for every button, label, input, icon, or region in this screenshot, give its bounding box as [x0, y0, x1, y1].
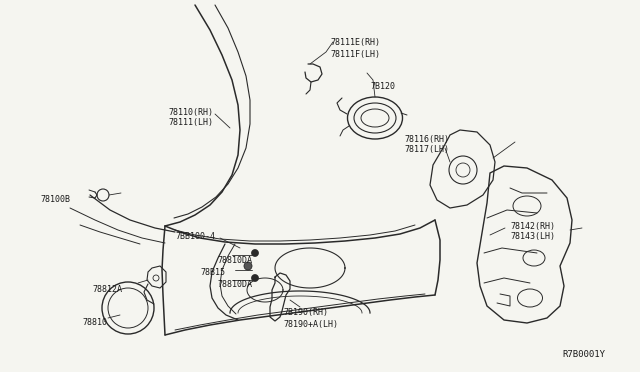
Text: 78117(LH): 78117(LH) — [404, 145, 449, 154]
Text: 78100B: 78100B — [40, 195, 70, 204]
Text: 78143(LH): 78143(LH) — [510, 232, 555, 241]
Text: 78111E(RH): 78111E(RH) — [330, 38, 380, 47]
Text: 78110(RH): 78110(RH) — [168, 108, 213, 117]
Text: 78B15: 78B15 — [200, 268, 225, 277]
Text: 7B120: 7B120 — [370, 82, 395, 91]
Text: 78111(LH): 78111(LH) — [168, 118, 213, 127]
Text: 78812A: 78812A — [92, 285, 122, 294]
Text: R7B0001Y: R7B0001Y — [562, 350, 605, 359]
Text: 7BB100-4: 7BB100-4 — [175, 232, 215, 241]
Text: 78142(RH): 78142(RH) — [510, 222, 555, 231]
Text: 78810: 78810 — [82, 318, 107, 327]
Text: 78810DA: 78810DA — [217, 280, 252, 289]
Text: 78190+A(LH): 78190+A(LH) — [283, 320, 338, 329]
Text: 78810DA: 78810DA — [217, 256, 252, 265]
Circle shape — [244, 262, 252, 270]
Text: 78116(RH): 78116(RH) — [404, 135, 449, 144]
Text: 78111F(LH): 78111F(LH) — [330, 50, 380, 59]
Circle shape — [252, 275, 259, 282]
Text: 7B190(RH): 7B190(RH) — [283, 308, 328, 317]
Circle shape — [252, 250, 259, 257]
